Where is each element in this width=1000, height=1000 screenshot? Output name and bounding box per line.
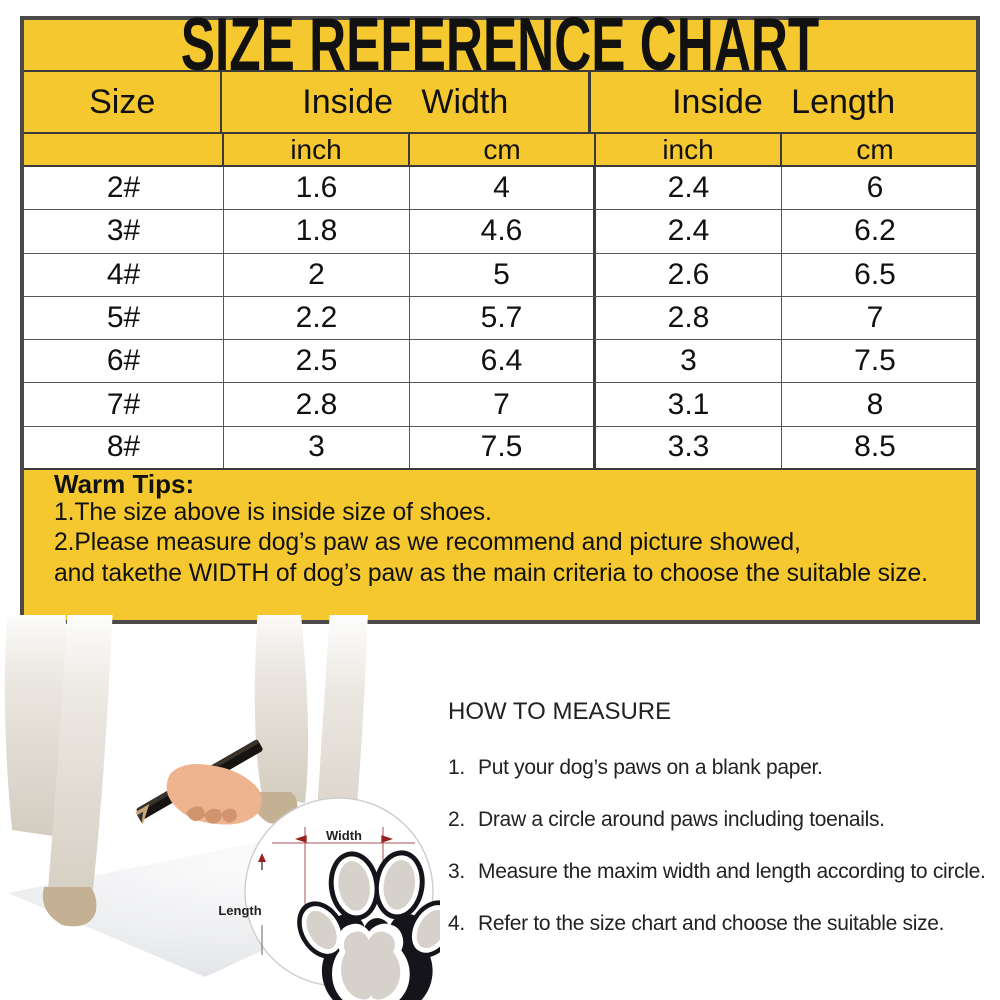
svg-text:Length: Length	[218, 903, 261, 918]
svg-text:Width: Width	[326, 828, 362, 843]
